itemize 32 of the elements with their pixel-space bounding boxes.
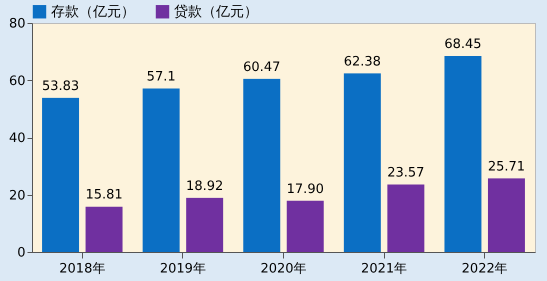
bar xyxy=(243,78,280,252)
bar xyxy=(286,200,324,252)
x-tick-label: 2018年 xyxy=(59,262,106,276)
data-label: 57.1 xyxy=(146,70,176,85)
data-label: 15.81 xyxy=(85,188,123,203)
data-label: 62.38 xyxy=(344,54,381,70)
bar xyxy=(344,73,381,252)
legend-label: 存款（亿元） xyxy=(51,4,135,20)
data-label: 60.47 xyxy=(243,60,280,75)
bar xyxy=(86,206,123,252)
bar xyxy=(142,88,180,252)
data-label: 68.45 xyxy=(444,37,482,52)
legend-label: 贷款（亿元） xyxy=(174,4,258,20)
x-tick-label: 2020年 xyxy=(260,262,307,276)
x-tick-label: 2022年 xyxy=(462,262,508,276)
y-tick-label: 20 xyxy=(8,188,26,204)
bar xyxy=(444,56,482,252)
bar xyxy=(488,178,525,252)
x-tick-label: 2021年 xyxy=(361,262,408,276)
data-label: 23.57 xyxy=(387,166,424,181)
data-label: 17.90 xyxy=(286,182,324,197)
bar xyxy=(42,98,80,252)
y-tick-label: 60 xyxy=(8,74,26,89)
x-tick-label: 2019年 xyxy=(160,262,206,276)
data-label: 53.83 xyxy=(42,78,80,94)
bar xyxy=(387,184,424,252)
y-tick-label: 0 xyxy=(17,246,26,260)
y-tick-label: 80 xyxy=(8,16,26,32)
data-label: 25.71 xyxy=(488,159,526,174)
bar xyxy=(186,198,224,252)
y-tick-label: 40 xyxy=(8,131,26,146)
data-label: 18.92 xyxy=(186,178,224,194)
